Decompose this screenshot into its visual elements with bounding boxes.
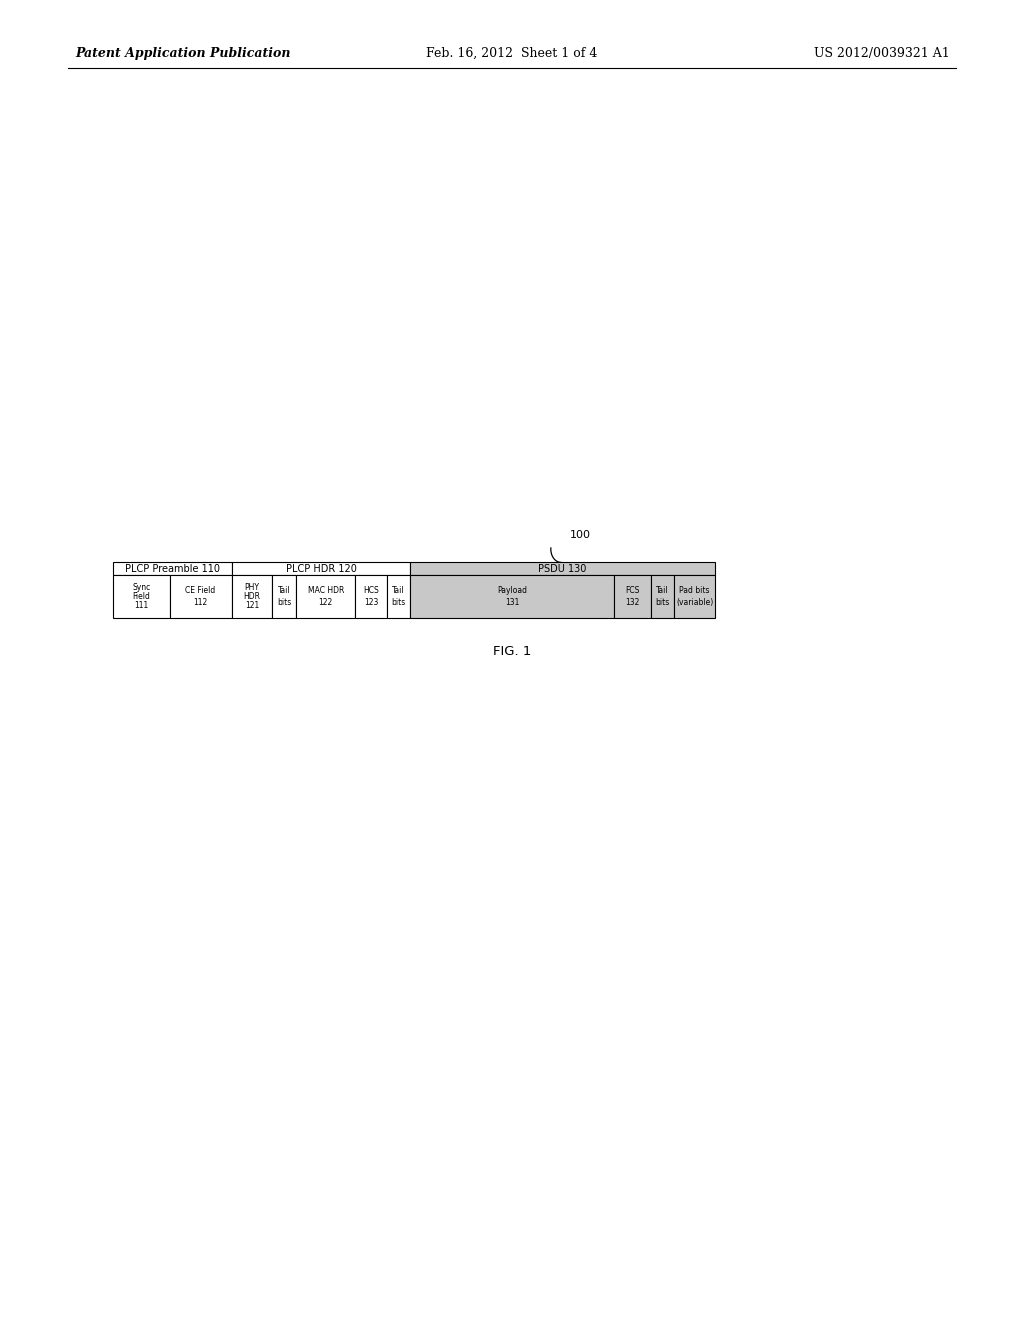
Text: (variable): (variable) — [676, 598, 714, 607]
Text: Payload: Payload — [497, 586, 527, 595]
Text: Sync: Sync — [132, 583, 151, 591]
Text: Tail: Tail — [656, 586, 669, 595]
Text: PSDU 130: PSDU 130 — [539, 564, 587, 573]
Text: bits: bits — [278, 598, 292, 607]
Text: 112: 112 — [194, 598, 208, 607]
Text: MAC HDR: MAC HDR — [307, 586, 344, 595]
Text: 131: 131 — [505, 598, 519, 607]
Text: FIG. 1: FIG. 1 — [493, 644, 531, 657]
Text: 132: 132 — [625, 598, 639, 607]
Text: 111: 111 — [134, 601, 148, 610]
Text: 121: 121 — [245, 601, 259, 610]
Text: 100: 100 — [570, 529, 591, 540]
Text: FCS: FCS — [625, 586, 639, 595]
Text: PLCP HDR 120: PLCP HDR 120 — [286, 564, 356, 573]
Text: Tail: Tail — [392, 586, 404, 595]
Text: PHY: PHY — [245, 583, 259, 591]
Text: Pad bits: Pad bits — [679, 586, 710, 595]
Text: 122: 122 — [318, 598, 333, 607]
Text: bits: bits — [391, 598, 406, 607]
Text: CE Field: CE Field — [185, 586, 216, 595]
Text: bits: bits — [655, 598, 670, 607]
Text: HDR: HDR — [244, 591, 260, 601]
Text: US 2012/0039321 A1: US 2012/0039321 A1 — [814, 48, 950, 59]
Text: 123: 123 — [364, 598, 378, 607]
Text: HCS: HCS — [364, 586, 379, 595]
Text: PLCP Preamble 110: PLCP Preamble 110 — [125, 564, 220, 573]
Text: Feb. 16, 2012  Sheet 1 of 4: Feb. 16, 2012 Sheet 1 of 4 — [426, 48, 598, 59]
Text: Tail: Tail — [278, 586, 291, 595]
Text: Field: Field — [132, 591, 151, 601]
Text: Patent Application Publication: Patent Application Publication — [75, 48, 291, 59]
